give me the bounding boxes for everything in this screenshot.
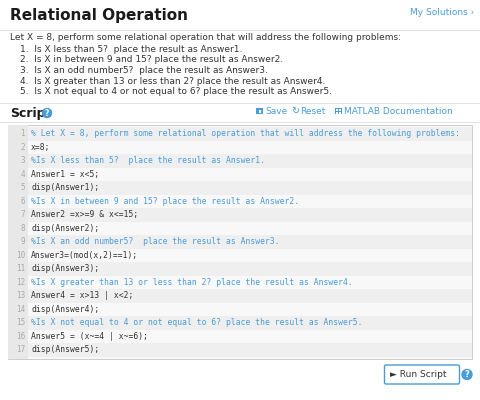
Bar [28, 181, 472, 194]
FancyBboxPatch shape [384, 365, 459, 384]
Text: 13: 13 [16, 291, 25, 300]
Text: 2: 2 [20, 143, 25, 152]
Text: 1: 1 [20, 129, 25, 138]
Bar [256, 108, 263, 114]
Text: 14: 14 [16, 305, 25, 314]
Text: 2.  Is X in between 9 and 15? place the result as Answer2.: 2. Is X in between 9 and 15? place the r… [20, 56, 283, 64]
Bar [335, 108, 342, 114]
Bar [28, 127, 472, 140]
Text: Let X = 8, perform some relational operation that will address the following pro: Let X = 8, perform some relational opera… [10, 33, 401, 42]
Text: 15: 15 [16, 318, 25, 327]
Bar [339, 112, 341, 114]
Text: % Let X = 8, perform some relational operation that will address the following p: % Let X = 8, perform some relational ope… [31, 129, 460, 138]
Text: disp(Answer3);: disp(Answer3); [31, 264, 99, 273]
Bar [28, 262, 472, 276]
Text: 10: 10 [16, 251, 25, 260]
Text: Relational Operation: Relational Operation [10, 8, 188, 23]
Text: ► Run Script: ► Run Script [390, 370, 446, 379]
Bar [28, 343, 472, 356]
Bar [28, 330, 472, 343]
Text: x=8;: x=8; [31, 143, 50, 152]
Text: %Is X less than 5?  place the result as Answer1.: %Is X less than 5? place the result as A… [31, 156, 265, 165]
Text: %Is X in between 9 and 15? place the result as Answer2.: %Is X in between 9 and 15? place the res… [31, 197, 299, 206]
Text: 5: 5 [20, 183, 25, 192]
Text: disp(Answer4);: disp(Answer4); [31, 305, 99, 314]
Text: 6: 6 [20, 197, 25, 206]
Bar [28, 289, 472, 302]
Circle shape [43, 108, 51, 118]
Text: █: █ [258, 109, 261, 113]
Bar [336, 112, 338, 114]
Text: Script: Script [10, 107, 51, 120]
Text: 7: 7 [20, 210, 25, 219]
Text: 11: 11 [16, 264, 25, 273]
Text: 4.  Is X greater than 13 or less than 2? place the result as Answer4.: 4. Is X greater than 13 or less than 2? … [20, 76, 325, 86]
Bar [28, 316, 472, 330]
Text: Answer5 = (x~=4 | x~=6);: Answer5 = (x~=4 | x~=6); [31, 332, 148, 341]
Bar [28, 140, 472, 154]
Text: 17: 17 [16, 345, 25, 354]
Circle shape [462, 370, 472, 380]
Text: 8: 8 [20, 224, 25, 233]
Text: ?: ? [45, 108, 49, 118]
Bar [28, 154, 472, 168]
Bar [28, 208, 472, 222]
Bar [28, 168, 472, 181]
Text: %Is X an odd number5?  place the result as Answer3.: %Is X an odd number5? place the result a… [31, 237, 280, 246]
Text: disp(Answer1);: disp(Answer1); [31, 183, 99, 192]
Text: My Solutions ›: My Solutions › [410, 8, 474, 17]
Bar [28, 302, 472, 316]
Bar [28, 222, 472, 235]
Bar [336, 109, 338, 111]
Text: Answer1 = x<5;: Answer1 = x<5; [31, 170, 99, 179]
Text: Save: Save [265, 106, 287, 116]
Text: 16: 16 [16, 332, 25, 341]
Text: disp(Answer5);: disp(Answer5); [31, 345, 99, 354]
Text: Answer4 = x>13 | x<2;: Answer4 = x>13 | x<2; [31, 291, 133, 300]
Bar [28, 235, 472, 248]
Text: 5.  Is X not equal to 4 or not equal to 6? place the result as Answer5.: 5. Is X not equal to 4 or not equal to 6… [20, 87, 332, 96]
Text: 3: 3 [20, 156, 25, 165]
Text: Answer3=(mod(x,2)==1);: Answer3=(mod(x,2)==1); [31, 251, 138, 260]
Text: Reset: Reset [300, 106, 325, 116]
Text: %Is X greater than 13 or less than 2? place the result as Answer4.: %Is X greater than 13 or less than 2? pl… [31, 278, 353, 287]
Bar [8, 125, 28, 358]
Bar [28, 248, 472, 262]
Text: %Is X not equal to 4 or not equal to 6? place the result as Answer5.: %Is X not equal to 4 or not equal to 6? … [31, 318, 362, 327]
Bar [28, 194, 472, 208]
Text: MATLAB Documentation: MATLAB Documentation [344, 106, 453, 116]
Text: ↻: ↻ [291, 106, 299, 116]
Text: 1.  Is X less than 5?  place the result as Answer1.: 1. Is X less than 5? place the result as… [20, 45, 242, 54]
Text: 12: 12 [16, 278, 25, 287]
Bar [339, 109, 341, 111]
Text: 4: 4 [20, 170, 25, 179]
Text: 3.  Is X an odd number5?  place the result as Answer3.: 3. Is X an odd number5? place the result… [20, 66, 268, 75]
Bar [8, 125, 472, 358]
Text: ?: ? [465, 370, 469, 379]
Bar [28, 276, 472, 289]
Text: disp(Answer2);: disp(Answer2); [31, 224, 99, 233]
Text: Answer2 =x>=9 & x<=15;: Answer2 =x>=9 & x<=15; [31, 210, 138, 219]
Text: 9: 9 [20, 237, 25, 246]
